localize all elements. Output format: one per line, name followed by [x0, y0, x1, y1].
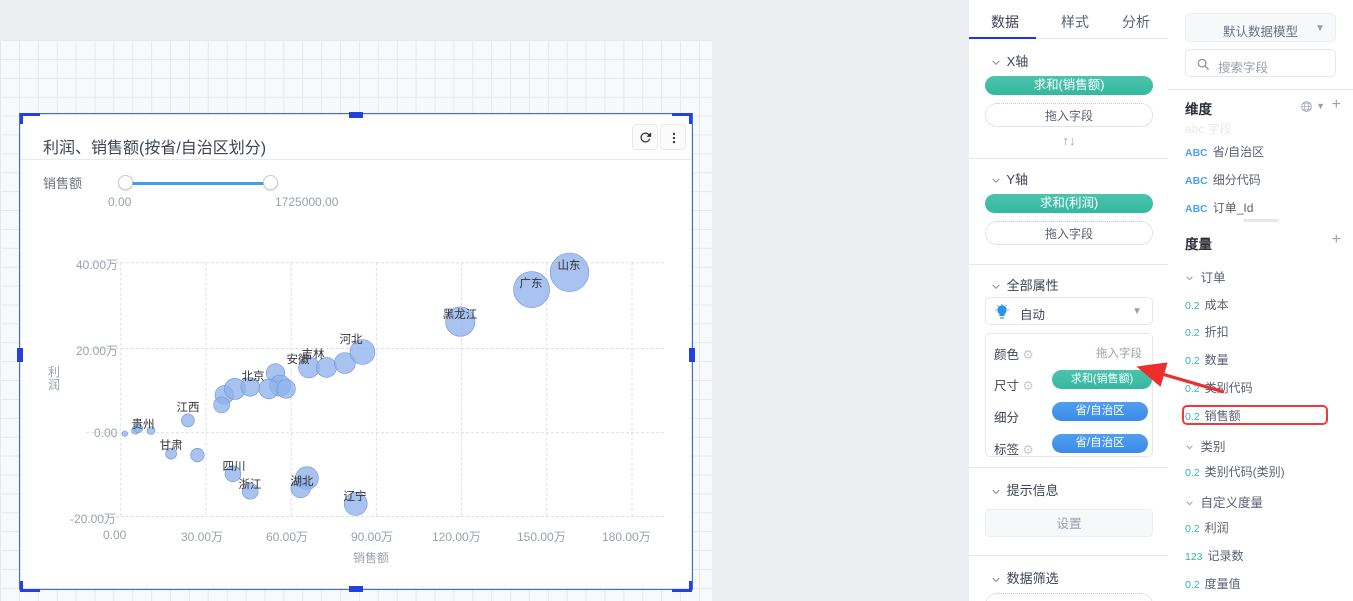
svg-text:江西: 江西 — [177, 401, 200, 414]
svg-text:吉林: 吉林 — [302, 347, 325, 361]
svg-text:浙江: 浙江 — [239, 478, 262, 491]
svg-text:辽宁: 辽宁 — [344, 489, 367, 503]
svg-text:河北: 河北 — [340, 333, 363, 346]
svg-text:湖北: 湖北 — [291, 474, 314, 488]
svg-text:四川: 四川 — [223, 460, 246, 473]
svg-text:甘肃: 甘肃 — [160, 439, 183, 452]
svg-text:北京: 北京 — [242, 369, 265, 383]
svg-text:广东: 广东 — [520, 277, 543, 290]
svg-text:黑龙江: 黑龙江 — [443, 308, 478, 321]
svg-text:山东: 山东 — [558, 259, 581, 272]
svg-text:贵州: 贵州 — [132, 418, 155, 431]
